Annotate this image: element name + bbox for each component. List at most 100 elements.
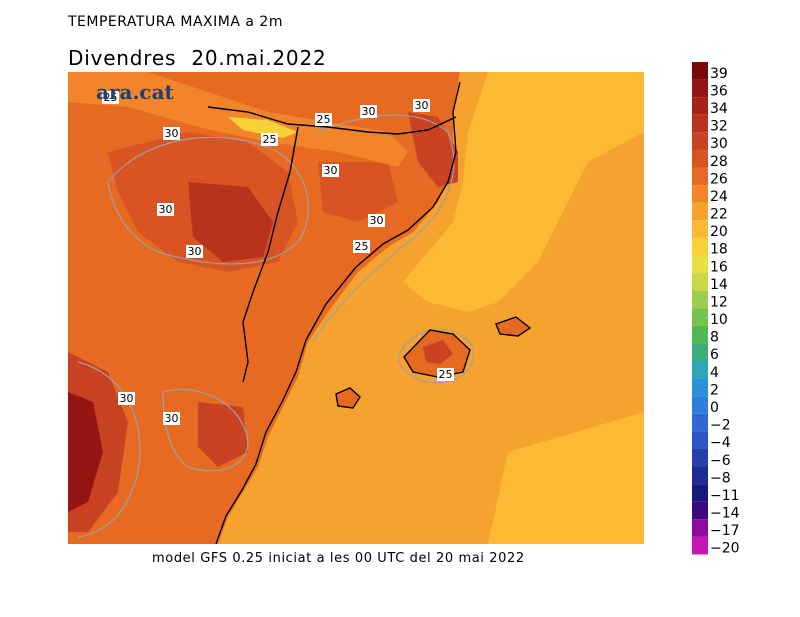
- coastline-mallorca: [403, 329, 471, 378]
- legend-swatch: [692, 237, 708, 256]
- contour-label: 30: [360, 105, 377, 118]
- sea-cool-area: [403, 72, 644, 312]
- mallorca-hot-core: [423, 340, 453, 364]
- contour-label: 30: [368, 214, 385, 227]
- legend-label: 32: [710, 119, 728, 135]
- svg-text:25: 25: [355, 240, 369, 253]
- contour-label: 30: [118, 392, 135, 405]
- svg-text:25: 25: [263, 133, 277, 146]
- legend-swatch: [692, 536, 708, 555]
- contour-label: 25: [353, 240, 370, 253]
- legend-label: −2: [710, 418, 731, 434]
- legend-swatch: [692, 448, 708, 467]
- sea-cool-area-south: [488, 412, 644, 544]
- legend-label: 22: [710, 207, 728, 223]
- pyrenees-cooler-band: [228, 117, 298, 138]
- legend-swatch: [692, 185, 708, 203]
- legend-label: −14: [710, 506, 740, 522]
- legend-label: −17: [710, 523, 740, 539]
- legend-swatch: [692, 378, 708, 397]
- coastline-ibiza: [335, 387, 361, 409]
- legend-swatch: [692, 308, 708, 326]
- contour-label: 25: [102, 91, 119, 104]
- legend-swatch: [692, 114, 708, 133]
- legend-swatch: [692, 343, 708, 362]
- legend-swatch: [692, 273, 708, 291]
- model-caption: model GFS 0.25 iniciat a les 00 UTC del …: [152, 551, 525, 566]
- legend-label: 36: [710, 83, 728, 99]
- legend-label: 26: [710, 171, 728, 187]
- svg-text:30: 30: [415, 99, 429, 112]
- legend-swatch: [692, 62, 708, 80]
- contour-label: 30: [157, 203, 174, 216]
- svg-text:30: 30: [159, 203, 173, 216]
- legend-label: 30: [710, 136, 728, 152]
- legend-swatch: [692, 167, 708, 186]
- border-france: [207, 106, 457, 135]
- isoline-25-coast: [312, 114, 455, 343]
- legend-swatch: [692, 132, 708, 150]
- legend-label: −11: [710, 488, 740, 504]
- map-title: TEMPERATURA MAXIMA a 2m: [68, 14, 283, 30]
- isoline-30-south: [77, 361, 141, 538]
- legend-label: 8: [710, 330, 719, 346]
- legend-swatch: [692, 290, 708, 309]
- legend-swatch: [692, 97, 708, 115]
- hot-zone-south-core: [68, 392, 103, 512]
- legend-swatch: [692, 361, 708, 379]
- legend-label: −6: [710, 453, 731, 469]
- svg-text:30: 30: [165, 127, 179, 140]
- legend-label: 12: [710, 294, 728, 310]
- color-legend: 39363432302826242220181614121086420−2−4−…: [692, 62, 740, 557]
- svg-text:30: 30: [120, 392, 134, 405]
- map-date: Divendres 20.mai.2022: [68, 46, 327, 70]
- svg-text:30: 30: [370, 214, 384, 227]
- contour-label: 25: [315, 113, 332, 126]
- contour-label: 30: [413, 99, 430, 112]
- isoline-30-north: [107, 136, 309, 265]
- ibiza-island: [336, 388, 360, 408]
- legend-swatch: [692, 396, 708, 414]
- legend-label: 6: [710, 347, 719, 363]
- legend-swatch: [692, 484, 708, 502]
- legend-label: 20: [710, 224, 728, 240]
- legend-label: 4: [710, 365, 719, 381]
- contour-label: 25: [261, 133, 278, 146]
- legend-label: 24: [710, 189, 728, 205]
- legend-swatch: [692, 431, 708, 449]
- coastline-mainland: [215, 81, 461, 544]
- legend-label: −4: [710, 435, 731, 451]
- legend-label: 0: [710, 400, 719, 416]
- legend-label: 18: [710, 242, 728, 258]
- ara-cat-logo: ara.cat: [96, 80, 174, 104]
- hot-zone-southeast: [198, 402, 248, 467]
- legend-label: −8: [710, 470, 731, 486]
- legend-swatch: [692, 413, 708, 432]
- legend-label: 14: [710, 277, 728, 293]
- legend-swatch: [692, 519, 708, 537]
- contour-label: 30: [163, 412, 180, 425]
- isoline-30-southeast: [162, 388, 249, 472]
- legend-swatch: [692, 325, 708, 344]
- legend-swatch: [692, 220, 708, 238]
- coastline-menorca: [495, 316, 532, 337]
- svg-text:30: 30: [362, 105, 376, 118]
- hot-zone-ebro: [188, 182, 273, 262]
- contour-label: 30: [163, 127, 180, 140]
- svg-text:25: 25: [104, 91, 118, 104]
- svg-text:30: 30: [324, 164, 338, 177]
- legend-swatch: [692, 501, 708, 520]
- legend-label: 2: [710, 382, 719, 398]
- svg-text:30: 30: [165, 412, 179, 425]
- legend-swatch: [692, 202, 708, 221]
- legend-swatch: [692, 149, 708, 168]
- legend-label: 16: [710, 259, 728, 275]
- border-aragon: [242, 126, 299, 383]
- svg-text:25: 25: [439, 368, 453, 381]
- legend-swatch: [692, 466, 708, 485]
- legend-label: −20: [710, 541, 740, 557]
- legend-label: 10: [710, 312, 728, 328]
- contour-label: 30: [322, 164, 339, 177]
- legend-label: 39: [710, 66, 728, 82]
